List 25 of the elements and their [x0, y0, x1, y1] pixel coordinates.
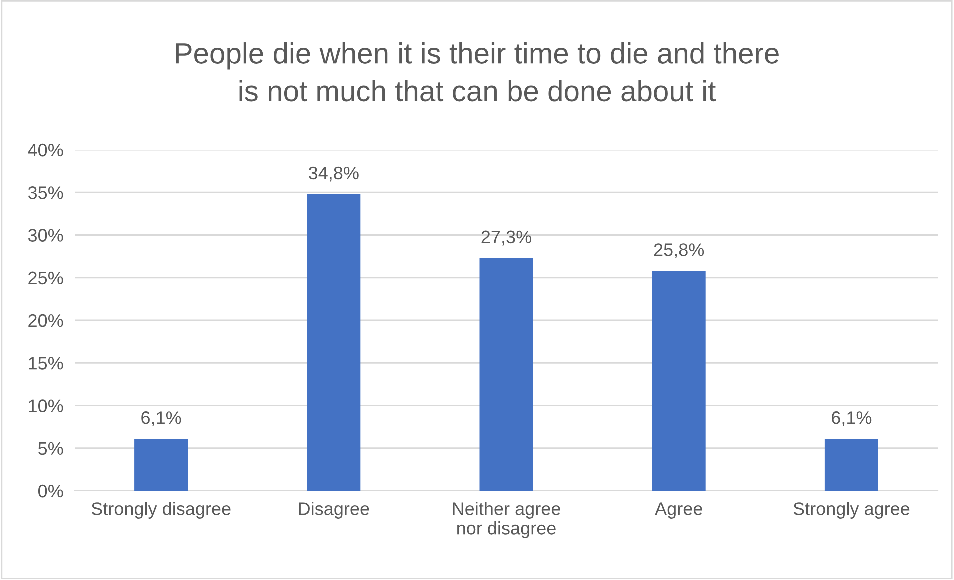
- y-tick-label: 35%: [28, 186, 64, 200]
- data-label: 6,1%: [142, 412, 182, 426]
- bar: [480, 258, 534, 491]
- x-tick-label: Disagree: [299, 502, 370, 519]
- y-tick-label: 40%: [28, 144, 64, 157]
- data-label: 6,1%: [832, 412, 872, 426]
- data-label: 27,3%: [482, 230, 532, 246]
- x-tick-label: Agree: [655, 502, 702, 519]
- x-tick-label: Neither agree nor disagree: [453, 502, 560, 538]
- y-tick-label: 15%: [29, 357, 64, 370]
- bar: [824, 438, 878, 491]
- data-label: 25,8%: [654, 244, 704, 259]
- y-tick-label: 20%: [28, 314, 64, 328]
- y-tick-label: 0%: [38, 484, 64, 498]
- bar: [134, 438, 188, 491]
- y-tick-label: 10%: [29, 400, 64, 412]
- data-label: 34,8%: [308, 166, 359, 182]
- y-tick-label: 5%: [38, 442, 64, 456]
- x-tick-label: Strongly disagree: [92, 502, 231, 519]
- y-tick-label: 30%: [28, 229, 64, 242]
- bar: [652, 271, 706, 491]
- y-tick-label: 25%: [28, 272, 64, 285]
- bar: [307, 194, 361, 491]
- x-tick-label: Strongly agree: [794, 502, 910, 519]
- chart-title: People die when it is their time to die and there is not much that can be done about it: [176, 42, 779, 102]
